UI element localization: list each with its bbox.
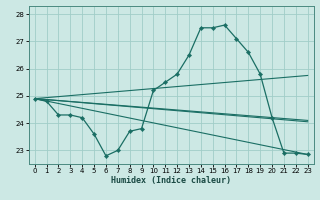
X-axis label: Humidex (Indice chaleur): Humidex (Indice chaleur) xyxy=(111,176,231,185)
